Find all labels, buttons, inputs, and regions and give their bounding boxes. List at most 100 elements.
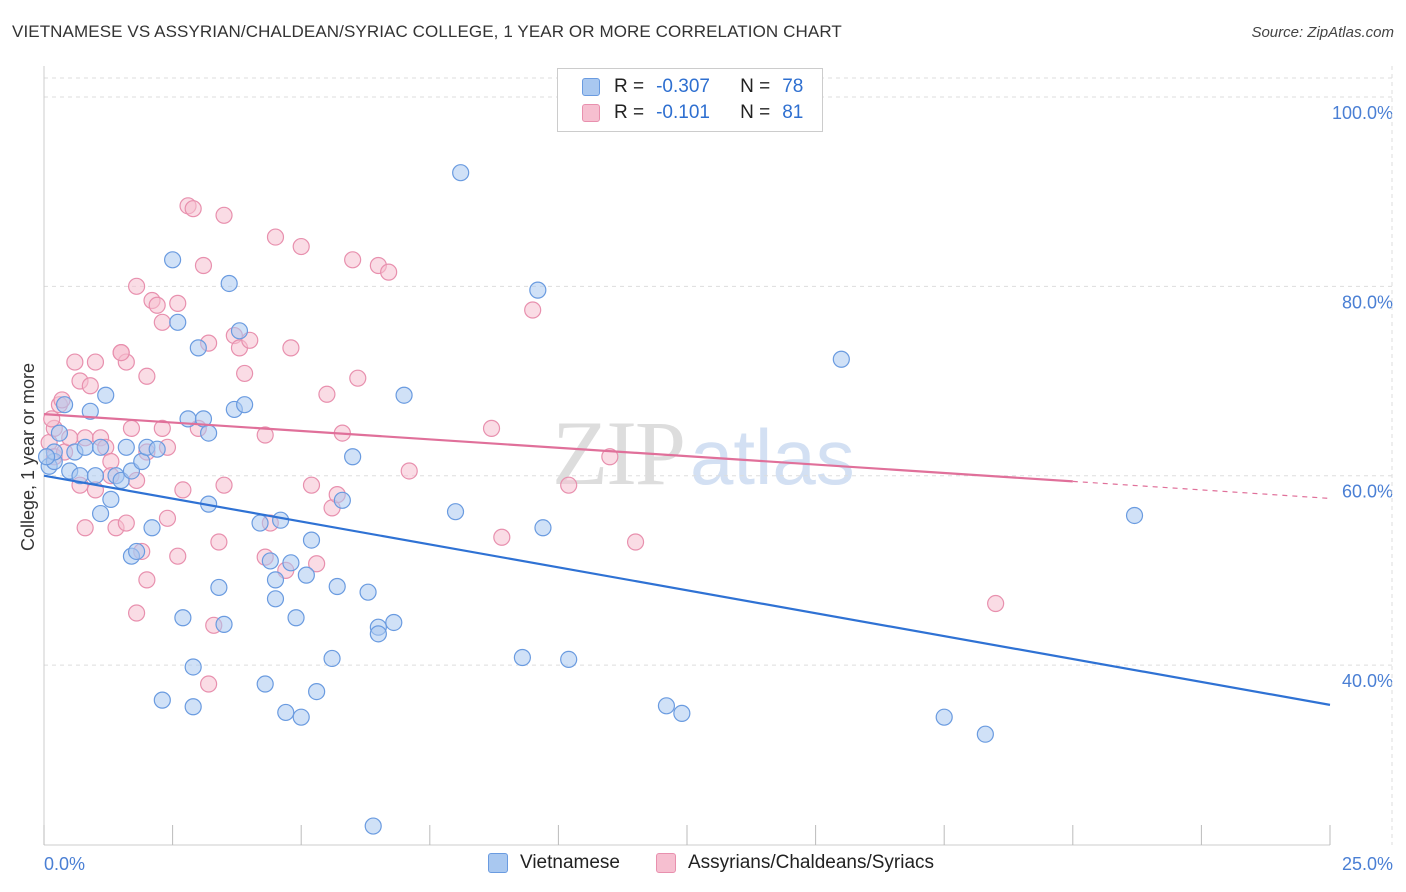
point-vietnamese <box>220 274 238 293</box>
legend-r-label: R = <box>614 102 645 123</box>
point-assyrian <box>102 452 120 471</box>
x-tick-label: 25.0% <box>1342 854 1393 874</box>
point-assyrian <box>138 571 156 589</box>
point-assyrian <box>117 514 135 532</box>
point-vietnamese <box>369 625 387 643</box>
point-assyrian <box>292 237 310 256</box>
point-vietnamese <box>153 691 171 709</box>
point-assyrian <box>308 555 326 573</box>
point-assyrian <box>987 594 1005 613</box>
point-assyrian <box>112 344 130 362</box>
point-assyrian <box>127 277 146 295</box>
legend-swatch-vietnamese <box>582 78 600 96</box>
point-vietnamese <box>184 698 202 716</box>
point-assyrian <box>169 547 187 565</box>
legend-r-value: -0.101 <box>656 102 710 123</box>
point-vietnamese <box>282 554 300 572</box>
point-vietnamese <box>230 322 249 340</box>
point-vietnamese <box>328 577 346 596</box>
point-assyrian <box>560 476 578 494</box>
point-assyrian <box>86 353 105 371</box>
point-vietnamese <box>133 452 151 471</box>
point-assyrian <box>302 476 321 494</box>
point-vietnamese <box>189 339 207 357</box>
point-vietnamese <box>287 609 305 627</box>
point-assyrian <box>215 476 233 494</box>
point-vietnamese <box>148 440 166 458</box>
point-vietnamese <box>385 613 403 632</box>
trendline-assyrian <box>43 413 1073 483</box>
point-vietnamese <box>164 251 182 269</box>
point-vietnamese <box>50 424 69 442</box>
series-label-vietnamese: Vietnamese <box>520 852 620 873</box>
point-vietnamese <box>266 571 285 589</box>
point-vietnamese <box>452 164 470 182</box>
point-vietnamese <box>1125 506 1144 525</box>
point-vietnamese <box>236 396 254 414</box>
legend-swatch-assyrian <box>582 104 600 122</box>
point-assyrian <box>153 419 171 437</box>
legend-n-value: 78 <box>782 76 804 97</box>
point-vietnamese <box>534 519 552 537</box>
point-vietnamese <box>55 396 74 414</box>
series-legend-assyrian[interactable]: Assyrians/Chaldeans/Syriacs <box>656 852 934 874</box>
point-vietnamese <box>657 697 676 715</box>
point-vietnamese <box>277 703 295 722</box>
trendline-vietnamese <box>43 474 1331 706</box>
point-vietnamese <box>292 708 310 726</box>
point-vietnamese <box>251 514 269 532</box>
point-vietnamese <box>446 503 465 521</box>
point-assyrian <box>380 263 398 281</box>
point-vietnamese <box>102 490 120 508</box>
y-tick-label: 40.0% <box>1342 671 1393 691</box>
point-assyrian <box>266 228 285 246</box>
x-tick-label: 0.0% <box>44 854 85 874</box>
trendline-extension-assyrian <box>1072 480 1331 500</box>
legend-n-label: N = <box>740 102 771 123</box>
point-vietnamese <box>976 725 994 743</box>
point-vietnamese <box>256 675 274 693</box>
point-vietnamese <box>359 583 377 601</box>
correlation-legend: R = -0.307 N = 78 R = -0.101 N = 81 <box>557 68 823 132</box>
point-vietnamese <box>395 386 413 404</box>
point-assyrian <box>174 481 192 499</box>
point-vietnamese <box>529 281 547 299</box>
point-vietnamese <box>210 578 228 597</box>
point-vietnamese <box>302 531 321 549</box>
series-label-assyrian: Assyrians/Chaldeans/Syriacs <box>688 852 935 873</box>
series-legend-vietnamese[interactable]: Vietnamese <box>488 852 620 874</box>
point-vietnamese <box>76 438 94 456</box>
point-vietnamese <box>333 491 351 509</box>
chart-title: VIETNAMESE VS ASSYRIAN/CHALDEAN/SYRIAC C… <box>12 22 842 41</box>
point-vietnamese <box>560 650 578 669</box>
point-assyrian <box>215 206 233 224</box>
point-assyrian <box>210 533 228 551</box>
point-assyrian <box>400 462 418 480</box>
point-assyrian <box>158 509 177 527</box>
point-vietnamese <box>127 542 146 561</box>
point-assyrian <box>601 448 619 466</box>
point-assyrian <box>153 313 171 331</box>
point-assyrian <box>122 419 141 437</box>
point-assyrian <box>76 519 94 537</box>
point-vietnamese <box>86 467 105 485</box>
point-vietnamese <box>169 313 187 331</box>
point-vietnamese <box>117 438 135 456</box>
point-vietnamese <box>266 590 285 608</box>
legend-n-label: N = <box>740 76 771 97</box>
point-vietnamese <box>297 566 315 584</box>
point-vietnamese <box>97 386 115 404</box>
point-assyrian <box>349 369 367 387</box>
point-assyrian <box>482 419 501 437</box>
point-assyrian <box>81 377 99 395</box>
point-vietnamese <box>673 704 691 722</box>
point-vietnamese <box>935 708 953 726</box>
point-assyrian <box>169 294 187 312</box>
legend-r-value: -0.307 <box>656 76 710 97</box>
y-axis-label: College, 1 year or more <box>18 363 38 551</box>
point-vietnamese <box>832 350 850 368</box>
point-vietnamese <box>184 658 202 676</box>
point-vietnamese <box>174 609 192 627</box>
source-label: Source: ZipAtlas.com <box>1251 24 1394 41</box>
